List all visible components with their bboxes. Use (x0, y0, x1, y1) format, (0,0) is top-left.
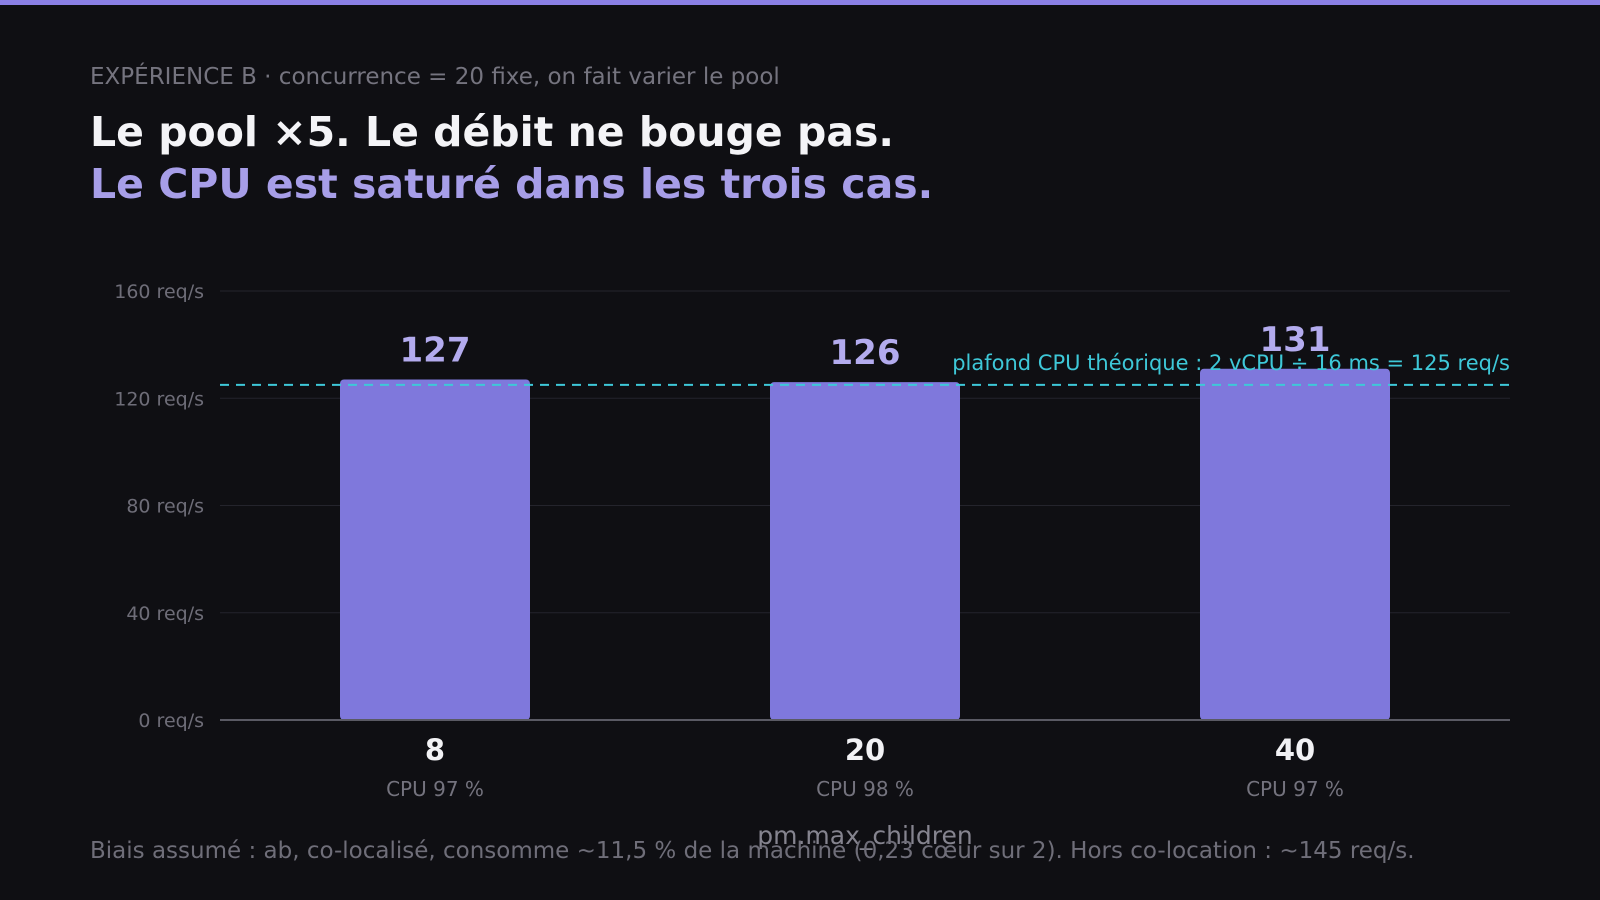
top-accent-bar (0, 0, 1600, 5)
slide-title: Le pool ×5. Le débit ne bouge pas. Le CP… (90, 106, 933, 210)
bar-value-label: 126 (830, 333, 901, 373)
y-tick-label: 160 req/s (114, 281, 204, 303)
cpu-usage-label: CPU 97 % (1246, 777, 1344, 801)
y-tick-label: 120 req/s (114, 388, 204, 410)
bar (1200, 368, 1390, 720)
title-line-1: Le pool ×5. Le débit ne bouge pas. (90, 108, 894, 156)
x-axis-title: pm.max_children (757, 821, 972, 850)
experiment-eyebrow: EXPÉRIENCE B · concurrence = 20 fixe, on… (90, 64, 780, 90)
x-tick-label: 20 (845, 733, 885, 767)
y-tick-label: 40 req/s (126, 603, 204, 625)
title-line-2: Le CPU est saturé dans les trois cas. (90, 160, 934, 208)
y-tick-label: 0 req/s (138, 710, 204, 732)
cpu-usage-label: CPU 98 % (816, 777, 914, 801)
bar-value-label: 127 (400, 330, 471, 370)
footnote: Biais assumé : ab, co-localisé, consomme… (90, 838, 1415, 864)
x-tick-label: 8 (425, 733, 445, 767)
x-tick-label: 40 (1275, 733, 1315, 767)
threshold-label: plafond CPU théorique : 2 vCPU ÷ 16 ms =… (952, 351, 1510, 375)
cpu-usage-label: CPU 97 % (386, 777, 484, 801)
bar (340, 379, 530, 720)
y-tick-label: 80 req/s (126, 496, 204, 518)
bar-value-label: 131 (1260, 320, 1331, 360)
bar (770, 382, 960, 720)
